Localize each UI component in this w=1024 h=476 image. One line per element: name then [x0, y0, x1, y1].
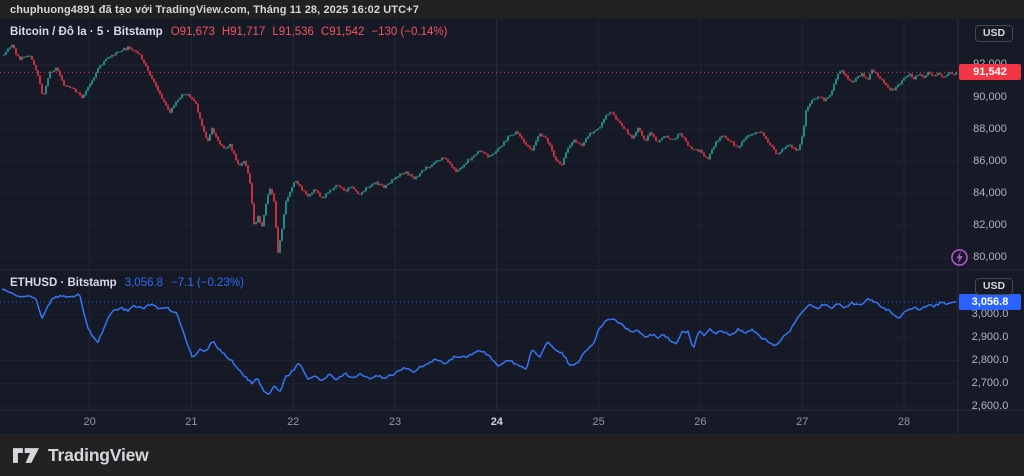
- footer-bar: TradingView: [0, 434, 1024, 476]
- btc-low: L91,536: [272, 26, 314, 38]
- time-axis-label[interactable]: 25: [592, 416, 605, 428]
- tradingview-brand-text[interactable]: TradingView: [48, 444, 149, 465]
- time-axis-label[interactable]: 23: [388, 416, 402, 428]
- time-axis-label[interactable]: 22: [287, 416, 300, 428]
- eth-symbol-title[interactable]: ETHUSD · Bitstamp: [10, 277, 117, 289]
- btc-price-scale-label[interactable]: 90,000: [973, 90, 1007, 103]
- btc-price-scale-label[interactable]: 82,000: [973, 219, 1007, 232]
- btc-price-tag: 91,542: [959, 64, 1021, 81]
- eth-price-scale-label[interactable]: 2,600.0: [971, 399, 1009, 412]
- time-axis-label[interactable]: 20: [83, 416, 96, 428]
- flash-icon[interactable]: [950, 248, 969, 267]
- eth-price-scale-label[interactable]: 3,000.0: [971, 308, 1009, 321]
- attribution-bar: chuphuong4891 đã tạo với TradingView.com…: [0, 0, 1024, 19]
- btc-legend: Bitcoin / Đô la · 5 · Bitstamp O91,673 H…: [10, 26, 447, 38]
- btc-price-scale-label[interactable]: 86,000: [973, 154, 1007, 167]
- chart-canvas[interactable]: [0, 19, 1024, 434]
- btc-high: H91,717: [221, 26, 266, 38]
- btc-price-scale-label[interactable]: 84,000: [973, 187, 1007, 200]
- btc-symbol-title[interactable]: Bitcoin / Đô la · 5 · Bitstamp: [10, 26, 163, 38]
- btc-price-scale-label[interactable]: 80,000: [973, 251, 1007, 264]
- eth-price-scale-label[interactable]: 2,900.0: [971, 331, 1009, 344]
- btc-close: C91,542: [320, 26, 365, 38]
- time-axis-label[interactable]: 24: [490, 416, 503, 428]
- btc-currency-badge[interactable]: USD: [975, 25, 1013, 42]
- eth-price-scale-label[interactable]: 2,700.0: [971, 376, 1009, 389]
- btc-change: −130 (−0.14%): [371, 26, 448, 38]
- chart-region[interactable]: Bitcoin / Đô la · 5 · Bitstamp O91,673 H…: [0, 19, 1024, 434]
- tradingview-logo-icon[interactable]: [13, 447, 39, 463]
- time-axis-label[interactable]: 27: [796, 416, 809, 428]
- eth-values: 3,056.8 −7.1 (−0.23%): [125, 277, 244, 289]
- btc-ohlc-values: O91,673 H91,717 L91,536 C91,542 −130 (−0…: [171, 26, 448, 38]
- eth-change: −7.1 (−0.23%): [171, 277, 244, 289]
- eth-price-scale-label[interactable]: 2,800.0: [971, 354, 1009, 367]
- eth-last-value: 3,056.8: [124, 277, 164, 289]
- eth-currency-badge[interactable]: USD: [975, 278, 1013, 295]
- time-axis-label[interactable]: 21: [185, 416, 198, 428]
- attribution-text: chuphuong4891 đã tạo với TradingView.com…: [10, 3, 419, 16]
- eth-price-tag: 3,056.8: [959, 293, 1021, 310]
- time-axis-label[interactable]: 26: [694, 416, 707, 428]
- btc-price-scale-label[interactable]: 88,000: [973, 122, 1007, 135]
- time-axis-label[interactable]: 28: [897, 416, 911, 428]
- btc-open: O91,673: [170, 26, 215, 38]
- eth-legend: ETHUSD · Bitstamp 3,056.8 −7.1 (−0.23%): [10, 277, 244, 289]
